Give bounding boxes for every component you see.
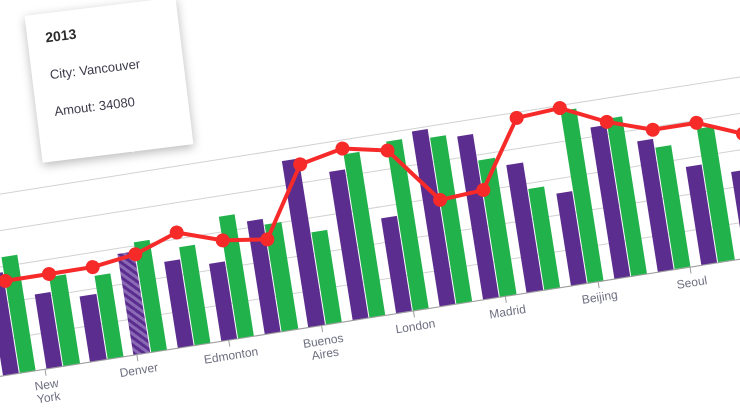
tooltip-pointer <box>120 138 144 154</box>
x-axis-tick-label: Edmonton <box>202 344 260 367</box>
x-axis-tick <box>412 310 415 318</box>
x-axis-tick-label: Buenos Aires <box>301 330 345 363</box>
x-axis-tick-label: New York <box>33 375 62 407</box>
line-marker[interactable] <box>735 126 740 142</box>
tooltip-amount-row: Amout: 34080 <box>53 94 136 119</box>
line-marker[interactable] <box>85 259 101 275</box>
tooltip-title: 2013 <box>44 25 78 46</box>
tooltip-city-row: City: Vancouver <box>48 56 141 83</box>
x-axis-tick-label: Madrid <box>488 301 527 322</box>
x-axis-tick-label: Denver <box>118 360 160 381</box>
x-axis-tick <box>136 354 139 362</box>
x-axis-tick <box>44 368 47 376</box>
x-axis-tick <box>320 324 323 333</box>
x-axis-tick <box>505 295 508 303</box>
x-axis-tick-label: Beijing <box>580 287 619 307</box>
line-marker[interactable] <box>645 122 661 138</box>
bar[interactable] <box>731 169 740 258</box>
x-axis-tick <box>689 266 692 274</box>
chart-tooltip: 2013 City: Vancouver Amout: 34080 <box>24 0 194 163</box>
x-axis-tick <box>597 281 600 289</box>
x-axis-tick-label: London <box>394 316 437 337</box>
x-axis-tick <box>228 339 231 347</box>
